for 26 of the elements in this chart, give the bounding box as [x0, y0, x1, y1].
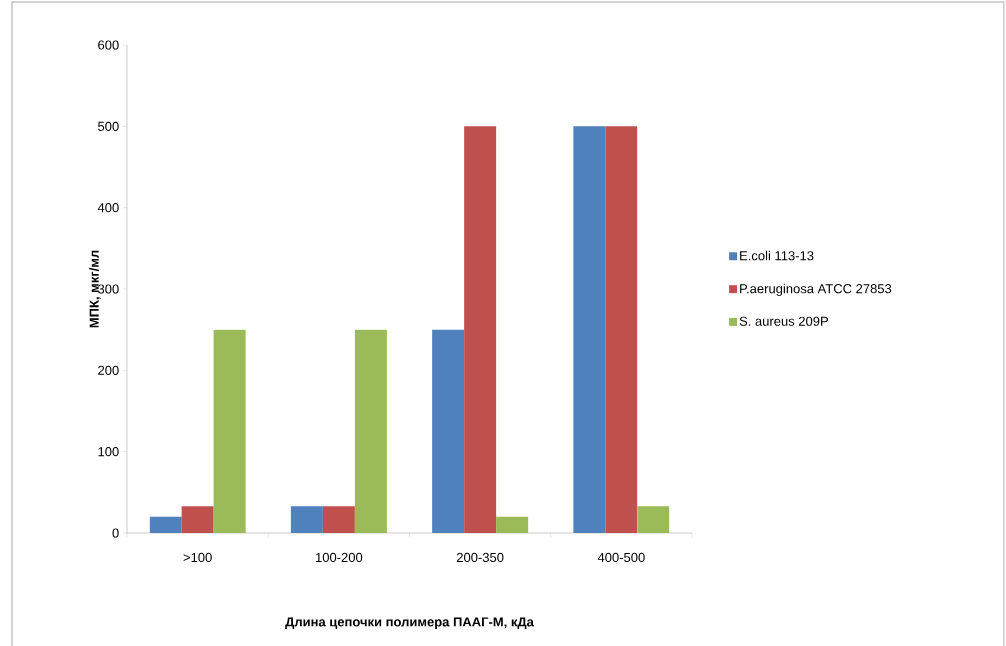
- x-tick-label: 200-350: [456, 552, 504, 562]
- y-tick-label: 100: [98, 447, 119, 457]
- bar: [432, 329, 465, 533]
- bar: [496, 516, 529, 533]
- bar: [290, 506, 323, 533]
- y-tick-label: 200: [98, 365, 119, 375]
- bar: [181, 506, 214, 533]
- bar: [637, 506, 670, 533]
- bar: [149, 516, 182, 533]
- legend-label: E.coli 113-13: [740, 250, 814, 261]
- bar: [464, 126, 497, 533]
- y-tick-label: 600: [98, 40, 119, 50]
- y-tick-label: 500: [98, 121, 119, 131]
- y-tick-label: 400: [97, 203, 119, 213]
- bar: [354, 329, 387, 533]
- legend-label: P.aeruginosa ATCC 27853: [740, 283, 892, 296]
- x-tick-label: 400-500: [597, 552, 645, 562]
- bar: [605, 126, 638, 533]
- bar: [573, 126, 606, 533]
- x-axis-title: Длина цепочки полимера ПААГ-М, кДа: [285, 617, 534, 630]
- x-tick-label: >100: [183, 552, 212, 562]
- y-tick-label: 0: [112, 528, 119, 538]
- bar: [322, 506, 355, 533]
- bar: [213, 329, 246, 533]
- legend-label: S. aureus 209P: [739, 316, 828, 326]
- x-tick-label: 100-200: [316, 552, 363, 562]
